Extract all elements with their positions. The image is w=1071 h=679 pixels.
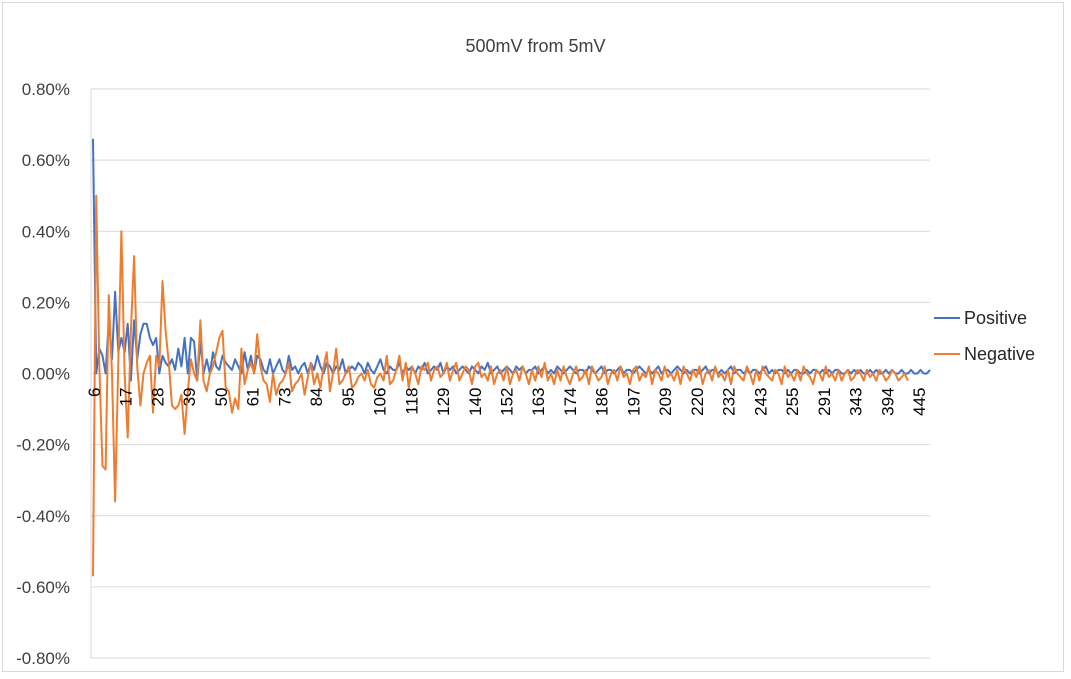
x-tick-label: 140 — [466, 388, 485, 416]
series-lines — [92, 138, 931, 577]
x-tick-label: 197 — [624, 388, 643, 416]
x-tick-label: 129 — [434, 388, 453, 416]
y-tick-labels: 0.80% 0.60% 0.40% 0.20% 0.00% -0.20% -0.40% -0.… — [16, 80, 70, 668]
x-tick-label: 220 — [688, 388, 707, 416]
legend-item-negative: Negative — [934, 336, 1035, 372]
x-tick-label: 73 — [275, 388, 294, 407]
x-tick-label: 95 — [339, 388, 358, 407]
y-tick-label: 0.40% — [22, 222, 70, 241]
legend-item-positive: Positive — [934, 300, 1035, 336]
y-tick-label: 0.60% — [22, 151, 70, 170]
legend-swatch-positive — [934, 317, 960, 319]
x-tick-label: 209 — [656, 388, 675, 416]
legend-label-negative: Negative — [964, 343, 1036, 364]
x-tick-label: 445 — [910, 388, 929, 416]
chart-title: 500mV from 5mV — [465, 36, 606, 56]
y-tick-label: 0.80% — [22, 80, 70, 99]
y-tick-label: -0.80% — [16, 649, 70, 668]
gridlines — [90, 88, 930, 659]
x-tick-label: 28 — [149, 388, 168, 407]
x-tick-label: 343 — [847, 388, 866, 416]
x-tick-label: 39 — [180, 388, 199, 407]
legend: Positive Negative — [934, 300, 1035, 372]
x-tick-label: 84 — [307, 388, 326, 407]
x-tick-label: 17 — [117, 388, 136, 407]
x-tick-label: 291 — [815, 388, 834, 416]
y-tick-label: -0.20% — [16, 436, 70, 455]
x-tick-label: 118 — [402, 388, 421, 415]
y-tick-label: 0.20% — [22, 293, 70, 312]
x-tick-label: 243 — [751, 388, 770, 416]
legend-label-positive: Positive — [964, 307, 1028, 328]
chart-area — [2, 2, 1064, 672]
y-tick-label: -0.40% — [16, 507, 70, 526]
x-tick-label: 152 — [498, 388, 517, 416]
series-line-negative — [92, 194, 909, 577]
x-tick-label: 106 — [371, 388, 390, 416]
x-tick-label: 232 — [720, 388, 739, 416]
x-tick-label: 255 — [783, 388, 802, 416]
x-tick-label: 394 — [878, 388, 897, 416]
x-tick-labels: 6 17 28 39 50 61 73 84 95 106 118 129 140 152 163 174 18… — [85, 388, 929, 416]
y-tick-label: -0.60% — [16, 578, 70, 597]
x-tick-label: 163 — [529, 388, 548, 416]
legend-swatch-negative — [934, 353, 960, 355]
x-tick-label: 61 — [244, 388, 263, 407]
y-tick-label: 0.00% — [22, 365, 70, 384]
x-tick-label: 50 — [212, 388, 231, 407]
x-tick-label: 186 — [593, 388, 612, 416]
x-tick-label: 174 — [561, 388, 580, 416]
x-tick-label: 6 — [85, 388, 104, 397]
